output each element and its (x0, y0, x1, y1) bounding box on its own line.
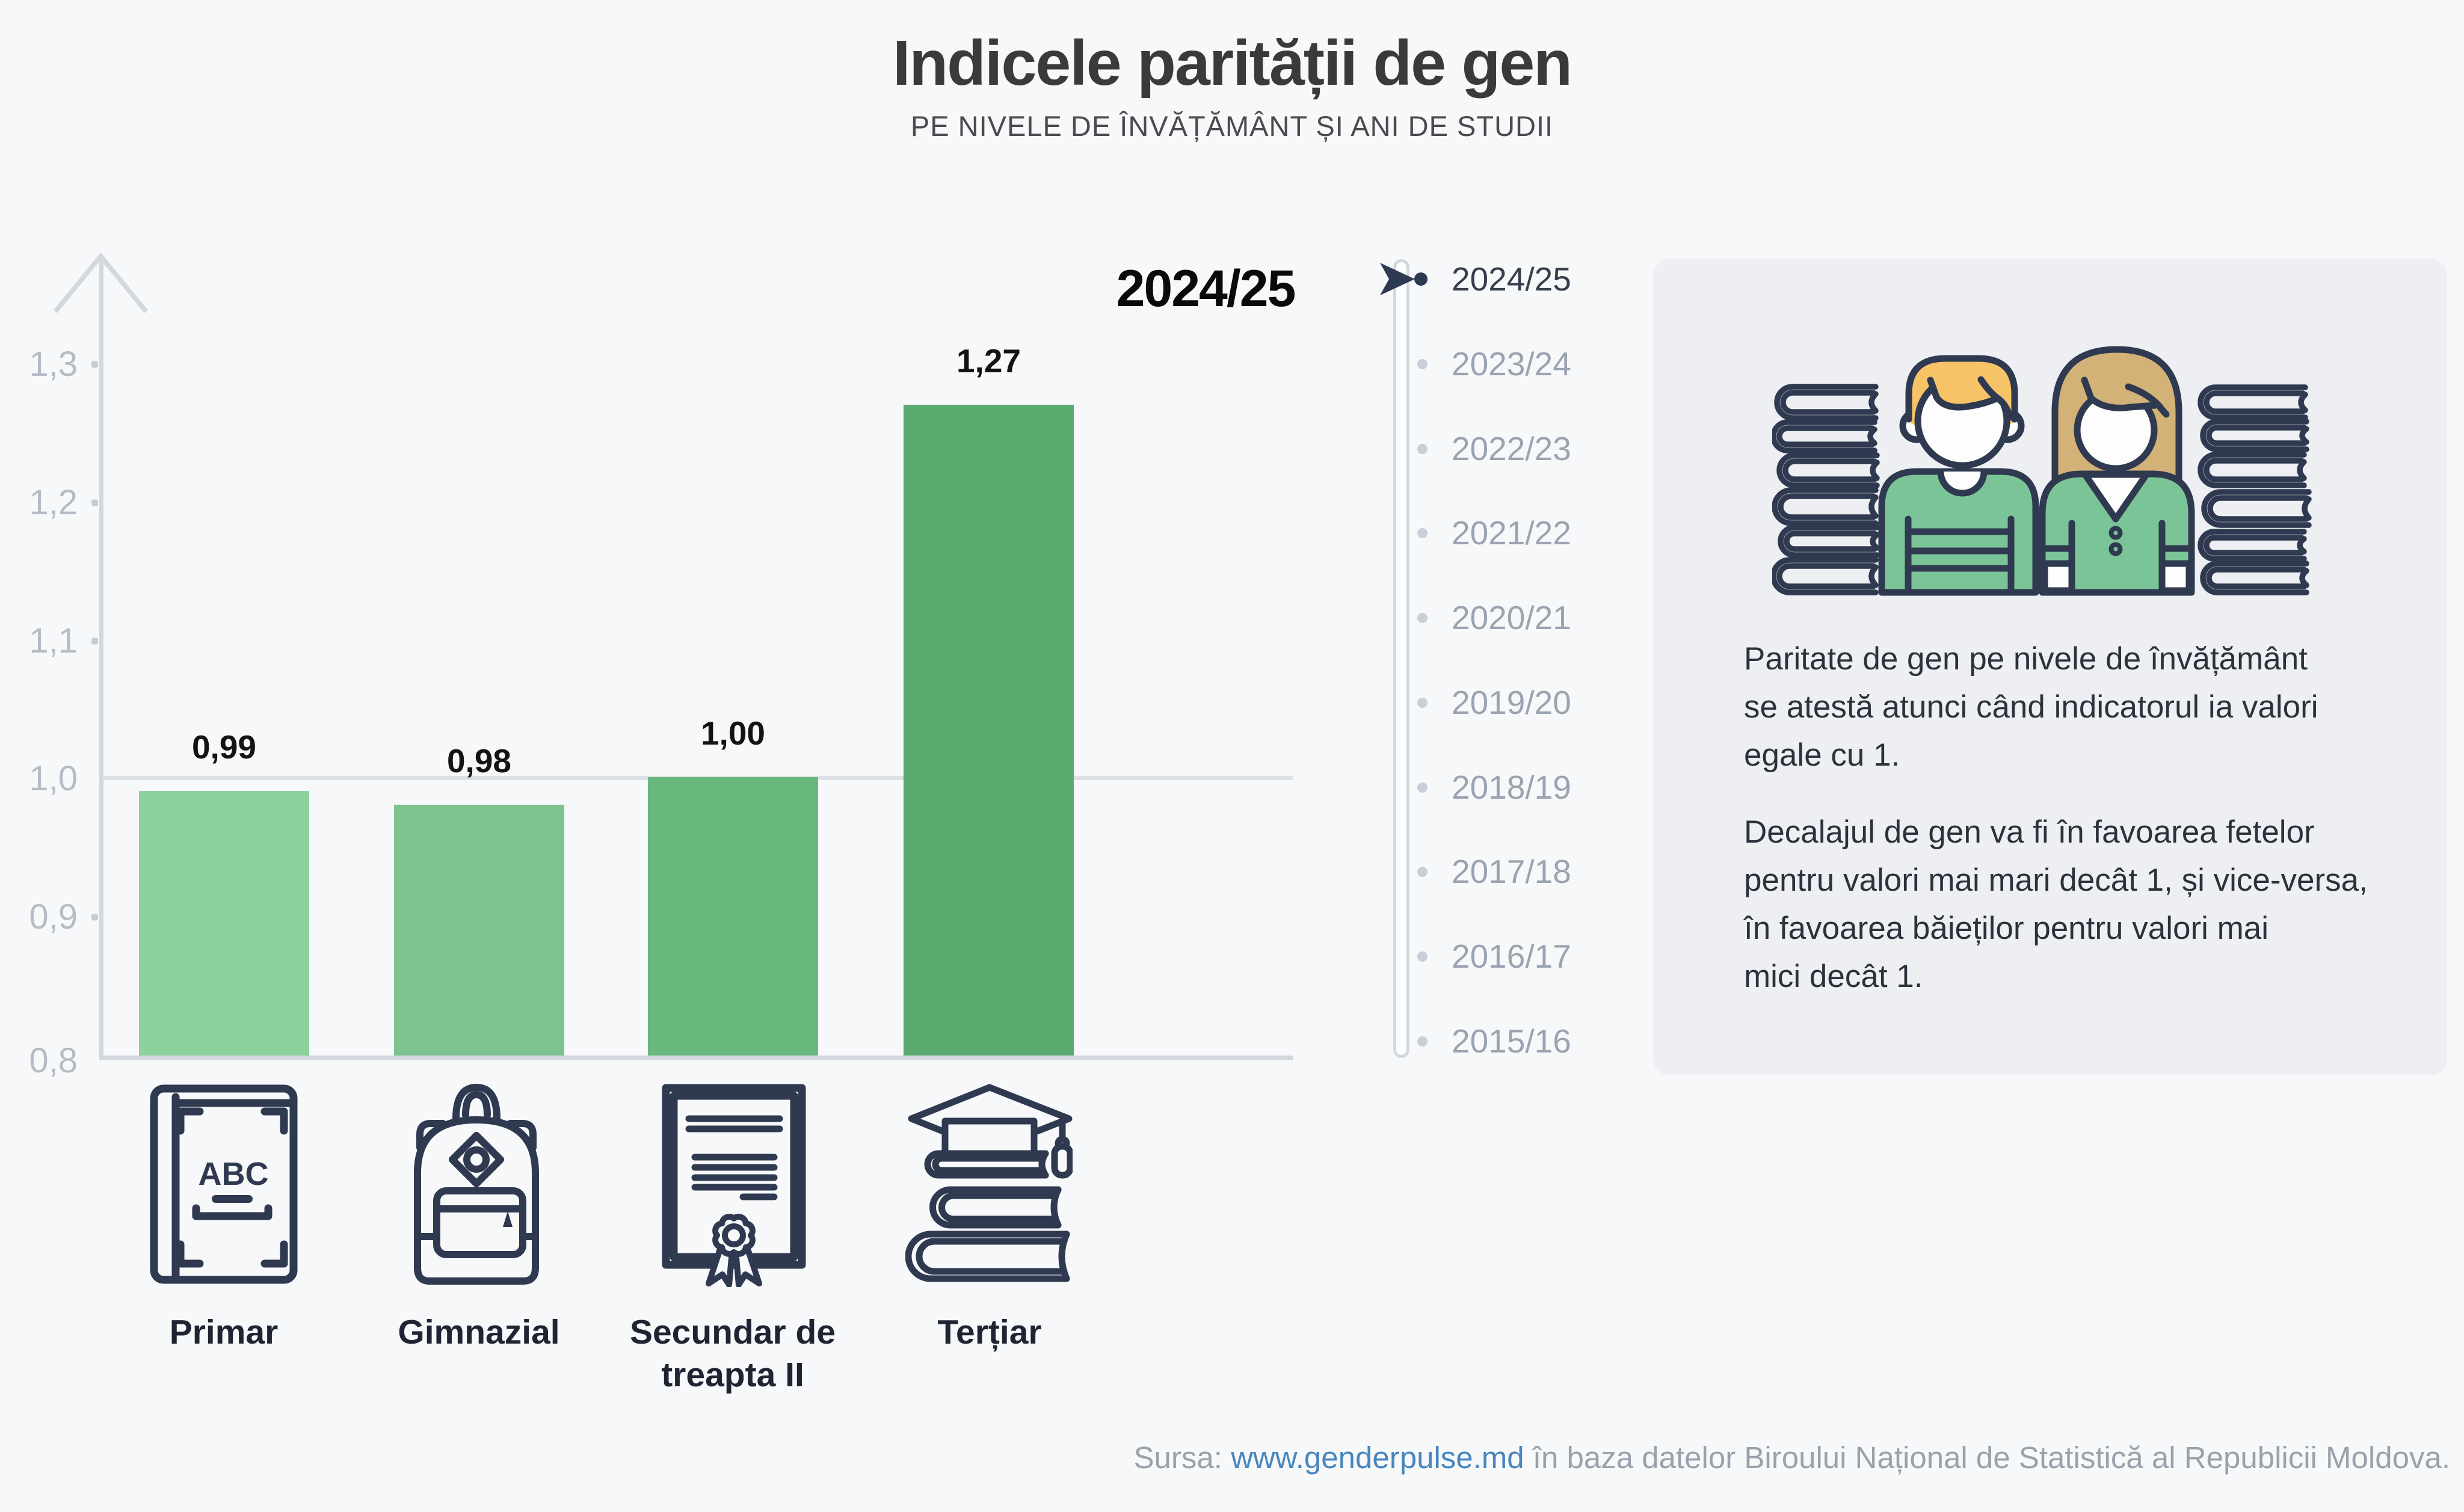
svg-text:ABC: ABC (199, 1156, 269, 1192)
